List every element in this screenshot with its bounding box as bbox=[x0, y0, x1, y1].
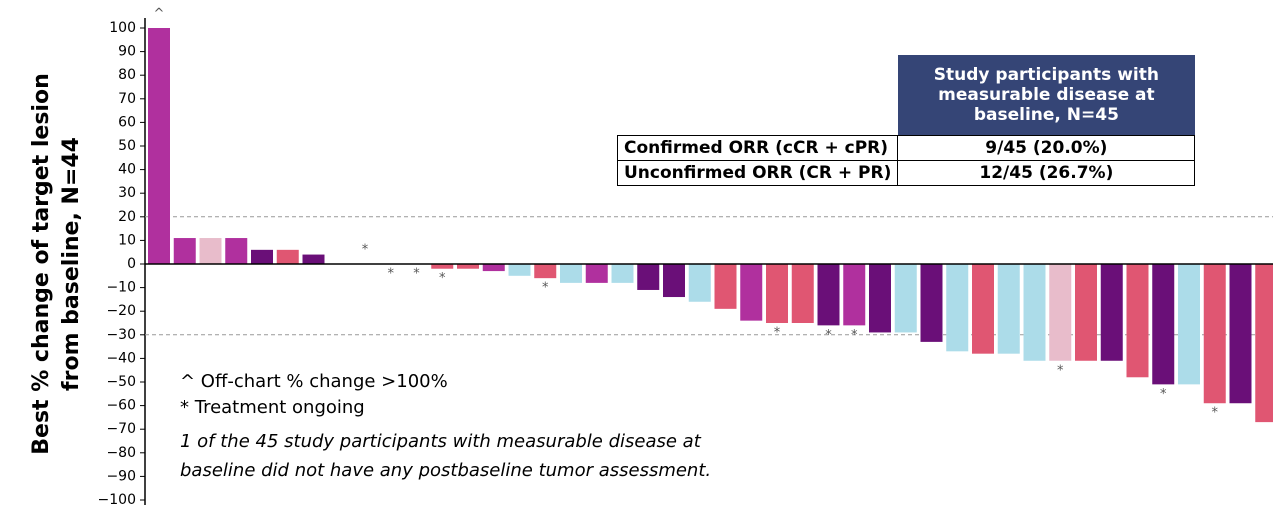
bar bbox=[225, 238, 248, 264]
y-tick-label: 20 bbox=[118, 209, 136, 225]
bar-annotation: * bbox=[388, 267, 395, 282]
y-tick-label: −90 bbox=[106, 468, 136, 484]
bar bbox=[740, 264, 763, 321]
bar bbox=[148, 28, 170, 264]
legend-note: * Treatment ongoing bbox=[180, 397, 365, 418]
y-tick-label: 70 bbox=[118, 91, 136, 107]
bar bbox=[457, 264, 479, 269]
y-tick-label: −30 bbox=[106, 327, 136, 343]
table-cell: 9/45 (20.0%) bbox=[897, 135, 1196, 161]
footnote: baseline did not have any postbaseline t… bbox=[180, 460, 711, 481]
bar-annotation: * bbox=[1057, 363, 1064, 378]
bar bbox=[431, 264, 454, 269]
y-tick-label: 10 bbox=[118, 232, 136, 248]
bar bbox=[173, 238, 196, 264]
bar bbox=[1178, 264, 1200, 385]
bar bbox=[1100, 264, 1123, 361]
table-cell: 12/45 (26.7%) bbox=[897, 160, 1196, 186]
footnote: 1 of the 45 study participants with meas… bbox=[180, 431, 702, 452]
y-tick-label: 40 bbox=[118, 162, 136, 178]
bar bbox=[946, 264, 969, 352]
bar bbox=[817, 264, 840, 326]
bar-annotation: * bbox=[362, 243, 369, 258]
bar bbox=[637, 264, 660, 290]
bar-annotation: ^ bbox=[154, 7, 165, 22]
orr-table: Study participants with measurable disea… bbox=[616, 55, 1196, 186]
bar-annotation: * bbox=[774, 326, 781, 341]
y-tick-label: −20 bbox=[106, 303, 136, 319]
y-tick-label: 100 bbox=[109, 20, 136, 36]
bar bbox=[1152, 264, 1175, 385]
bar bbox=[791, 264, 814, 323]
bar bbox=[276, 249, 299, 264]
bar bbox=[894, 264, 917, 333]
bar bbox=[972, 264, 994, 354]
table-header: Study participants with measurable disea… bbox=[897, 55, 1195, 136]
bar-annotation: * bbox=[1212, 406, 1219, 421]
y-tick-label: 30 bbox=[118, 185, 136, 201]
bar bbox=[843, 264, 866, 326]
y-tick-label: 50 bbox=[118, 138, 136, 154]
bar bbox=[534, 264, 557, 279]
bar bbox=[663, 264, 685, 298]
bar-annotation: * bbox=[1160, 387, 1167, 402]
bar-annotation: * bbox=[413, 267, 420, 282]
y-tick-label: −40 bbox=[106, 350, 136, 366]
bar bbox=[302, 254, 325, 264]
bar bbox=[1229, 264, 1252, 404]
bar bbox=[199, 238, 222, 264]
bar bbox=[1255, 264, 1273, 423]
bar-annotation: * bbox=[851, 328, 858, 343]
legend-note: ^ Off-chart % change >100% bbox=[180, 371, 448, 392]
y-tick-label: 90 bbox=[118, 44, 136, 60]
bar bbox=[251, 249, 273, 264]
bar bbox=[1126, 264, 1149, 378]
bar bbox=[482, 264, 505, 272]
table-cell: Confirmed ORR (cCR + cPR) bbox=[616, 135, 899, 161]
bar-annotation: * bbox=[825, 328, 832, 343]
y-tick-label: −60 bbox=[106, 398, 136, 414]
bar bbox=[1203, 264, 1226, 404]
y-tick-label: −50 bbox=[106, 374, 136, 390]
y-tick-label: 0 bbox=[127, 256, 136, 272]
bar bbox=[1023, 264, 1046, 361]
bar-annotation: * bbox=[542, 281, 549, 296]
y-tick-label: −80 bbox=[106, 445, 136, 461]
y-tick-label: −10 bbox=[106, 280, 136, 296]
y-axis-label: Best % change of target lesion bbox=[29, 73, 54, 454]
bar-annotation: * bbox=[439, 271, 446, 286]
bar bbox=[611, 264, 634, 283]
bar bbox=[714, 264, 737, 309]
bar bbox=[997, 264, 1020, 354]
bar bbox=[1075, 264, 1097, 361]
y-axis-label: from baseline, N=44 bbox=[59, 137, 84, 391]
bar bbox=[585, 264, 608, 283]
y-tick-label: 60 bbox=[118, 114, 136, 130]
bar bbox=[1049, 264, 1072, 361]
bar bbox=[869, 264, 891, 333]
bar bbox=[508, 264, 531, 276]
bar bbox=[688, 264, 711, 302]
y-tick-label: −100 bbox=[98, 492, 136, 508]
y-tick-label: −70 bbox=[106, 421, 136, 437]
table-cell: Unconfirmed ORR (CR + PR) bbox=[616, 160, 899, 186]
bar bbox=[920, 264, 943, 342]
bar bbox=[766, 264, 788, 323]
y-tick-label: 80 bbox=[118, 67, 136, 83]
bar bbox=[560, 264, 582, 283]
